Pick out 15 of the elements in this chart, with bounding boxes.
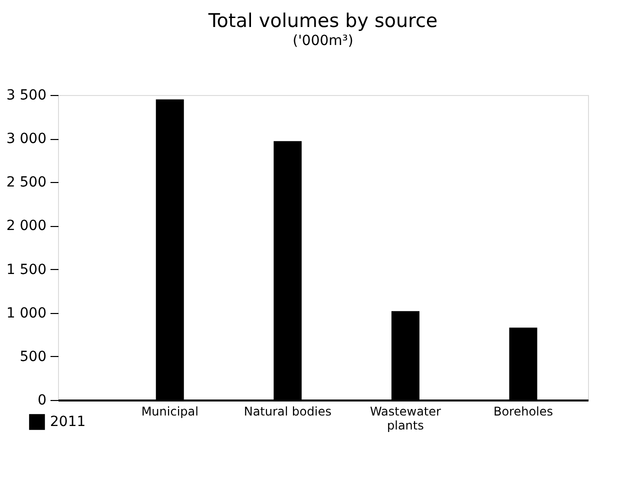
y-tick-label: 0 — [38, 392, 46, 408]
x-tick-label: Natural bodies — [244, 404, 332, 418]
y-tick-label: 500 — [20, 348, 46, 365]
y-tick-label: 2 000 — [6, 218, 46, 234]
y-tick-label: 1 000 — [6, 305, 46, 322]
y-tick-label: 2 500 — [6, 174, 46, 191]
x-tick-label: Wastewater plants — [370, 404, 441, 432]
x-tick-label: Municipal — [141, 404, 198, 418]
x-tick-label: Boreholes — [493, 404, 553, 418]
chart-subtitle: ('000m³) — [292, 33, 354, 49]
y-tick-label: 1 500 — [6, 262, 46, 278]
legend-label: 2011 — [50, 414, 86, 430]
y-tick-label: 3 000 — [6, 131, 46, 148]
chart-title: Total volumes by source — [207, 10, 438, 32]
y-tick-label: 3 500 — [6, 88, 46, 104]
